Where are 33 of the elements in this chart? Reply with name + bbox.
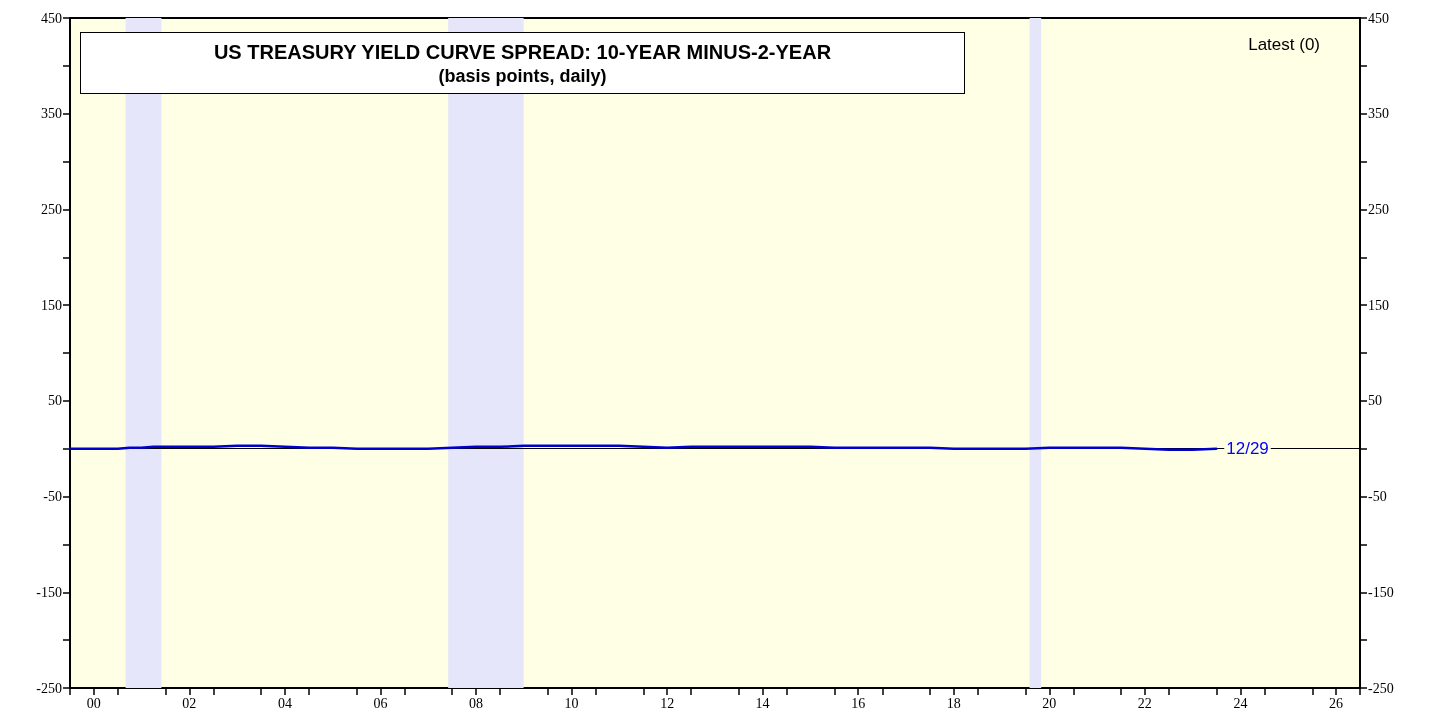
y-tick-label: 350 <box>41 106 62 122</box>
y2-tick-label: 150 <box>1368 297 1389 313</box>
x-tick-label: 12 <box>660 695 675 711</box>
x-tick-label: 06 <box>373 695 388 711</box>
y-tick-label: -150 <box>36 584 62 600</box>
annotation: 12/29 <box>1226 439 1269 459</box>
y2-tick-label: -50 <box>1368 489 1387 505</box>
y2-tick-label: -150 <box>1368 584 1394 600</box>
x-tick-label: 04 <box>277 695 292 711</box>
y-tick-label: 150 <box>41 297 62 313</box>
y2-tick-label: 250 <box>1368 201 1389 217</box>
x-tick-label: 22 <box>1137 695 1152 711</box>
x-tick-label: 02 <box>182 695 197 711</box>
x-tick-label: 10 <box>564 695 579 711</box>
y-tick-label: -250 <box>36 680 62 696</box>
x-tick-label: 14 <box>755 695 770 711</box>
y-tick-label: -50 <box>43 489 62 505</box>
x-tick-label: 18 <box>946 695 961 711</box>
y-tick-label: 250 <box>41 201 62 217</box>
title-frame: US TREASURY YIELD CURVE SPREAD: 10-YEAR MINUS-2-YEAR (basis points, daily) <box>80 32 965 94</box>
y2-tick-label: 350 <box>1368 106 1389 122</box>
x-tick-label: 16 <box>851 695 866 711</box>
y2-tick-label: 450 <box>1368 10 1389 26</box>
x-tick-label: 24 <box>1233 695 1248 711</box>
x-tick-label: 08 <box>469 695 484 711</box>
y-tick-label: 50 <box>48 393 62 409</box>
annotation: Latest (0) <box>1248 35 1320 54</box>
x-tick-label: 26 <box>1328 695 1343 711</box>
y2-tick-label: -250 <box>1368 680 1394 696</box>
x-tick-label: 20 <box>1042 695 1057 711</box>
y-tick-label: 450 <box>41 10 62 26</box>
y2-tick-label: 50 <box>1368 393 1382 409</box>
x-tick-label: 00 <box>86 695 101 711</box>
